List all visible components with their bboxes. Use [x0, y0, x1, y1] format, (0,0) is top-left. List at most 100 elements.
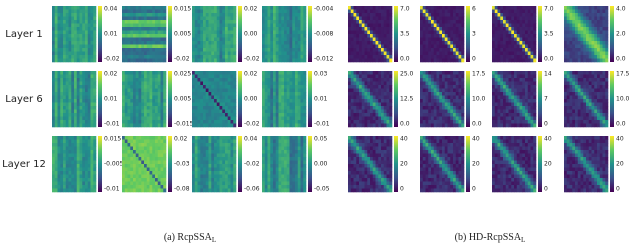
heatmap-cell	[91, 189, 94, 193]
heatmap-cell	[279, 59, 282, 63]
heatmap	[564, 71, 608, 127]
colorbar	[538, 71, 542, 127]
heatmap-cell	[206, 6, 209, 10]
heatmap-cell	[88, 71, 91, 75]
heatmap-cell	[495, 27, 498, 31]
heatmap-cell	[528, 31, 531, 35]
heatmap-cell	[426, 38, 429, 42]
heatmap-cell	[448, 110, 451, 114]
heatmap-cell	[495, 124, 498, 128]
heatmap-cell	[281, 96, 284, 100]
heatmap-cell	[152, 55, 155, 59]
heatmap-cell	[139, 175, 142, 179]
heatmap-cell	[55, 178, 58, 182]
heatmap-cell	[268, 136, 271, 140]
heatmap-cell	[525, 120, 528, 124]
heatmap-cell	[71, 82, 74, 86]
heatmap-cell	[389, 92, 392, 96]
heatmap-cell	[572, 38, 575, 42]
heatmap-cell	[203, 52, 206, 56]
heatmap-cell	[583, 89, 586, 93]
heatmap-cell	[200, 27, 203, 31]
heatmap-cell	[163, 189, 166, 193]
heatmap-cell	[198, 164, 201, 168]
heatmap-cell	[498, 75, 501, 79]
heatmap-cell	[445, 34, 448, 38]
heatmap-cell	[586, 59, 589, 63]
heatmap-cell	[139, 52, 142, 56]
colorbar-tick-label: 7	[544, 96, 548, 103]
heatmap-cell	[365, 41, 368, 45]
heatmap-cell	[163, 59, 166, 63]
heatmap-cell	[514, 41, 517, 45]
heatmap-cell	[605, 10, 608, 14]
heatmap-cell	[376, 13, 379, 17]
heatmap-cell	[66, 59, 69, 63]
heatmap-cell	[359, 117, 362, 121]
heatmap-cell	[281, 6, 284, 10]
heatmap-cell	[434, 110, 437, 114]
heatmap-cell	[389, 34, 392, 38]
heatmap-cell	[139, 78, 142, 82]
heatmap-cell	[88, 24, 91, 28]
heatmap-cell	[426, 10, 429, 14]
heatmap-cell	[82, 161, 85, 165]
heatmap-cell	[200, 147, 203, 151]
heatmap-cell	[284, 38, 287, 42]
heatmap-cell	[348, 96, 351, 100]
heatmap-cell	[520, 20, 523, 24]
heatmap-cell	[71, 85, 74, 89]
heatmap-cell	[522, 45, 525, 49]
heatmap-cell	[85, 150, 88, 154]
row-label: Layer 12	[2, 159, 46, 170]
heatmap-cell	[600, 48, 603, 52]
heatmap-cell	[589, 45, 592, 49]
heatmap-cell	[514, 10, 517, 14]
heatmap	[348, 6, 392, 62]
heatmap-cell	[359, 92, 362, 96]
heatmap-cell	[163, 85, 166, 89]
heatmap-cell	[74, 41, 77, 45]
heatmap-cell	[445, 117, 448, 121]
heatmap-cell	[217, 168, 220, 172]
heatmap-cell	[589, 85, 592, 89]
heatmap-cell	[125, 164, 128, 168]
heatmap-cell	[58, 6, 61, 10]
heatmap-cell	[139, 13, 142, 17]
heatmap-cell	[231, 189, 234, 193]
heatmap-cell	[572, 55, 575, 59]
heatmap-cell	[203, 55, 206, 59]
heatmap-cell	[77, 20, 80, 24]
heatmap-cell	[85, 189, 88, 193]
heatmap-cell	[575, 6, 578, 10]
heatmap-cell	[155, 34, 158, 38]
heatmap-cell	[192, 147, 195, 151]
heatmap-cell	[597, 13, 600, 17]
heatmap-cell	[575, 10, 578, 14]
heatmap-cell	[303, 96, 306, 100]
heatmap-cell	[77, 85, 80, 89]
heatmap-cell	[500, 110, 503, 114]
heatmap-cell	[503, 52, 506, 56]
heatmap-cell	[531, 20, 534, 24]
heatmap-cell	[586, 55, 589, 59]
heatmap-cell	[139, 161, 142, 165]
heatmap-cell	[141, 10, 144, 14]
heatmap-cell	[136, 71, 139, 75]
heatmap-cell	[589, 89, 592, 93]
colorbar-tick-label: 0.0	[400, 56, 410, 63]
heatmap-cell	[141, 124, 144, 128]
heatmap-cell	[564, 6, 567, 10]
heatmap-cell	[354, 10, 357, 14]
heatmap-cell	[570, 24, 573, 28]
heatmap-cell	[445, 82, 448, 86]
heatmap-cell	[586, 13, 589, 17]
heatmap-cell	[434, 20, 437, 24]
heatmap-cell	[511, 52, 514, 56]
heatmap-cell	[198, 96, 201, 100]
heatmap-cell	[575, 96, 578, 100]
heatmap-cell	[578, 113, 581, 117]
heatmap-cell	[389, 45, 392, 49]
heatmap-cell	[122, 75, 125, 79]
heatmap-cell	[387, 45, 390, 49]
